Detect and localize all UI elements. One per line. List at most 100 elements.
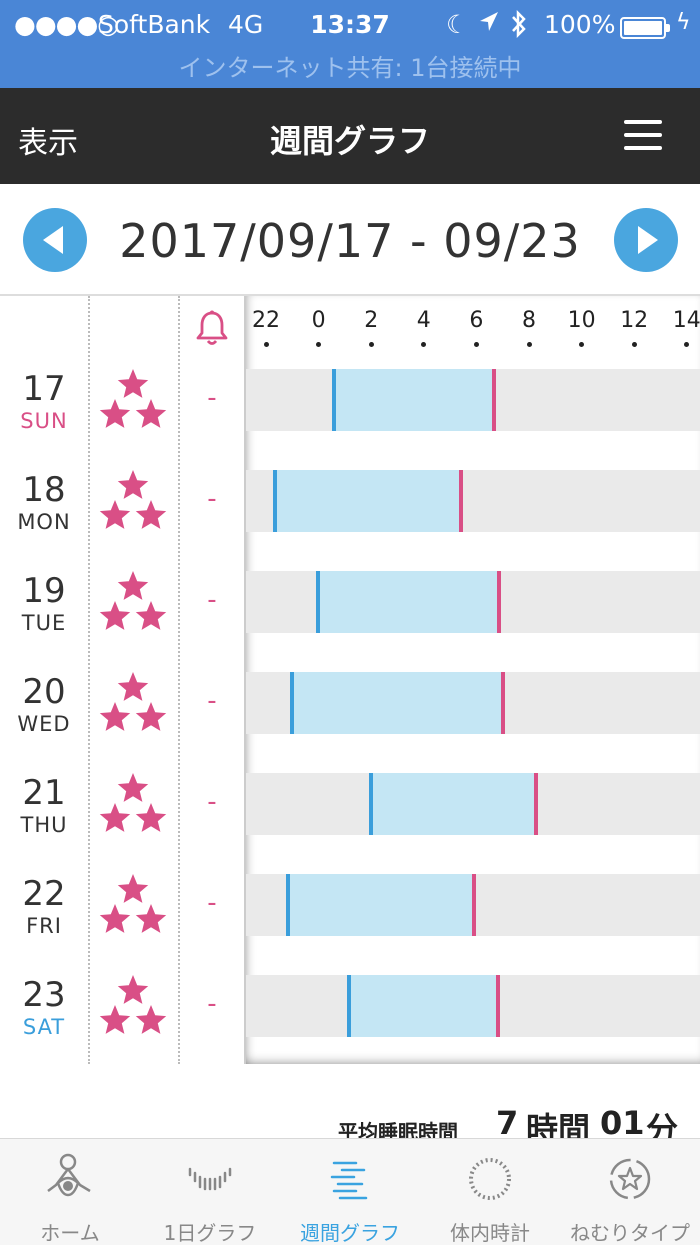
- sleep-period-bar[interactable]: [331, 369, 497, 431]
- axis-tick-label: 4: [416, 308, 431, 333]
- rating-star: [117, 975, 149, 1004]
- day-number: 23: [22, 975, 66, 1015]
- rating-star: [117, 369, 149, 398]
- alarm-value: -: [207, 383, 217, 413]
- day-of-week: MON: [17, 510, 71, 534]
- axis-tick-label: 6: [469, 308, 484, 333]
- day-row: 19 TUE -: [0, 571, 700, 672]
- axis-tick-dot: [473, 342, 479, 347]
- day-of-week: WED: [17, 712, 71, 736]
- rating-star: [99, 904, 131, 933]
- day-graph-icon: [188, 1167, 232, 1191]
- tab-week-graph[interactable]: 週間グラフ: [280, 1139, 420, 1245]
- day-number: 20: [22, 672, 66, 712]
- day-number: 19: [22, 571, 66, 611]
- sleep-chart[interactable]: 22 0 2 4 6 8 10 12 14: [244, 296, 700, 1064]
- sleep-period-bar[interactable]: [369, 773, 538, 835]
- rating-star: [99, 702, 131, 731]
- alarm-bell-icon: [195, 310, 229, 350]
- rating-star: [135, 803, 167, 832]
- tab-label: ねむりタイプ: [570, 1221, 690, 1245]
- day-of-week: FRI: [26, 914, 62, 938]
- wake-marker: [496, 975, 501, 1037]
- day-row: 18 MON -: [0, 470, 700, 571]
- sleep-lane: [244, 975, 700, 1037]
- sleep-period-bar[interactable]: [347, 975, 501, 1037]
- bedtime-marker: [316, 571, 321, 633]
- alarm-value: -: [207, 585, 217, 615]
- next-week-button[interactable]: [614, 208, 678, 272]
- tab-body-clock[interactable]: 体内時計: [420, 1139, 560, 1245]
- day-of-week: THU: [20, 813, 68, 837]
- sleep-lane: [244, 571, 700, 633]
- week-grid: 22 0 2 4 6 8 10 12 14 17 SUN -18 MON -19 TUE -20 WED -21…: [0, 294, 700, 1064]
- tab-label: 1日グラフ: [163, 1221, 257, 1245]
- alarm-value: -: [207, 989, 217, 1019]
- do-not-disturb-icon: ☾: [446, 10, 469, 39]
- sleep-lane: [244, 470, 700, 532]
- hotspot-banner[interactable]: インターネット共有: 1台接続中: [178, 54, 522, 82]
- tab-day-graph[interactable]: 1日グラフ: [140, 1139, 280, 1245]
- signal-strength-icon: ●●●●○: [14, 10, 119, 39]
- tab-sleep-type[interactable]: ねむりタイプ: [560, 1139, 700, 1245]
- day-row: 23 SAT -: [0, 975, 700, 1076]
- rating-star: [135, 601, 167, 630]
- rating-star: [99, 1005, 131, 1034]
- axis-tick-dot: [684, 342, 690, 347]
- axis-tick-label: 10: [567, 308, 596, 333]
- alarm-value: -: [207, 484, 217, 514]
- axis-tick-label: 8: [522, 308, 536, 333]
- sleep-period-bar[interactable]: [285, 874, 477, 936]
- rating-star: [99, 500, 131, 529]
- day-row: 21 THU -: [0, 773, 700, 874]
- battery-icon: [620, 17, 670, 39]
- rating-star: [117, 571, 149, 600]
- average-minutes-value: 01: [600, 1104, 645, 1142]
- alarm-value: -: [207, 888, 217, 918]
- bedtime-marker: [369, 773, 373, 835]
- wake-marker: [472, 874, 477, 936]
- wake-marker: [500, 672, 505, 734]
- sleep-lane: [244, 672, 700, 734]
- day-row: 17 SUN -: [0, 369, 700, 470]
- display-button[interactable]: 表示: [18, 126, 78, 161]
- sleep-rating-stars: [98, 369, 168, 433]
- rating-star: [135, 1005, 167, 1034]
- rating-star: [135, 500, 167, 529]
- bedtime-marker: [290, 672, 295, 734]
- sleep-type-icon: [609, 1158, 651, 1200]
- hamburger-menu-icon[interactable]: [624, 120, 662, 150]
- status-time: 13:37: [310, 10, 390, 39]
- axis-tick-dot: [526, 342, 532, 347]
- sleep-rating-stars: [98, 773, 168, 837]
- rating-star: [117, 773, 149, 802]
- bluetooth-icon: [510, 9, 528, 44]
- axis-tick-dot: [368, 342, 374, 347]
- wake-marker: [533, 773, 538, 835]
- sleep-period-bar[interactable]: [290, 672, 505, 734]
- wake-marker: [492, 369, 497, 431]
- previous-week-button[interactable]: [23, 208, 87, 272]
- average-sleep-summary: 平均睡眠時間 7 時間 01 分: [0, 1064, 700, 1148]
- axis-tick-dot: [579, 342, 585, 347]
- page-title: 週間グラフ: [269, 122, 430, 160]
- status-bar: ●●●●○ SoftBank 4G 13:37 ☾ 100% ϟ インターネット…: [0, 0, 700, 88]
- wake-marker: [496, 571, 501, 633]
- sleep-rating-stars: [98, 874, 168, 938]
- tab-home[interactable]: ホーム: [0, 1139, 140, 1245]
- rating-star: [99, 399, 131, 428]
- column-divider: [88, 296, 90, 1064]
- bedtime-marker: [285, 874, 290, 936]
- sleep-period-bar[interactable]: [272, 470, 464, 532]
- sleep-period-bar[interactable]: [316, 571, 501, 633]
- sleep-lane: [244, 874, 700, 936]
- rating-star: [117, 470, 149, 499]
- wake-marker: [459, 470, 464, 532]
- day-row: 22 FRI -: [0, 874, 700, 975]
- chart-border: [244, 296, 246, 1064]
- day-number: 22: [22, 874, 66, 914]
- rating-star: [99, 803, 131, 832]
- day-of-week: SUN: [20, 409, 68, 433]
- network-type: 4G: [228, 10, 264, 39]
- app-header: 表示 週間グラフ: [0, 88, 700, 184]
